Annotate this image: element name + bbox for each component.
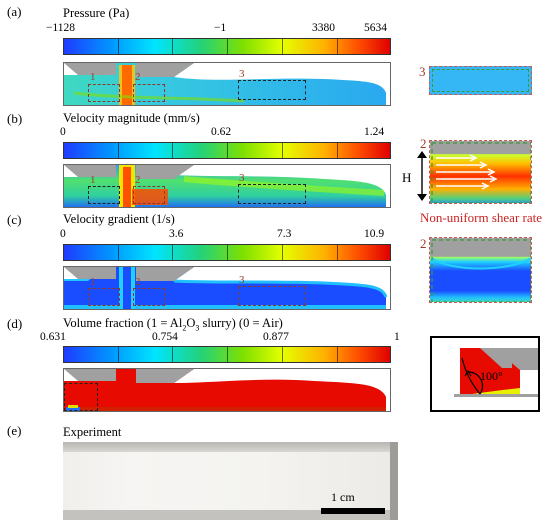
velocity-side-zoom <box>429 140 532 204</box>
scale-bar-label: 1 cm <box>331 490 355 504</box>
pressure-colorbar <box>63 38 391 55</box>
panel-c-tick: 0 <box>60 228 66 240</box>
region-3-number: 3 <box>239 172 245 184</box>
height-symbol: H <box>402 170 412 185</box>
panel-b-label: (b) <box>7 111 23 126</box>
panel-e-title: Experiment <box>63 425 122 439</box>
panel-a-tick: −1 <box>214 22 227 34</box>
side-region-number: 2 <box>420 136 427 151</box>
panel-d-tick: 0.631 <box>40 331 66 343</box>
panel-e-label: (e) <box>7 423 22 438</box>
contact-angle-inset: 100° <box>430 336 540 412</box>
region-2-number: 2 <box>135 174 141 186</box>
experiment-photo: 1 cm <box>63 442 398 520</box>
panel-c-tick: 7.3 <box>277 228 292 240</box>
region-1-number: 1 <box>90 276 96 288</box>
panel-c-label: (c) <box>7 212 22 227</box>
velocity-colorbar <box>63 142 391 159</box>
volume-fraction-field <box>63 368 391 412</box>
region-1-box <box>88 288 120 306</box>
height-arrow-icon <box>417 151 427 201</box>
panel-d-tick: 0.877 <box>263 331 289 343</box>
panel-c-tick: 3.6 <box>169 228 184 240</box>
panel-a-tick: 5634 <box>364 22 387 34</box>
panel-d-tick: 1 <box>394 331 400 343</box>
region-3-box <box>238 286 306 306</box>
shear-rate-annotation: Non-uniform shear rate <box>420 210 543 225</box>
pressure-side-zoom <box>429 66 532 95</box>
region-3-number: 3 <box>239 68 245 80</box>
region-1-number: 1 <box>90 71 96 83</box>
panel-a-label: (a) <box>7 4 22 19</box>
panel-d-label: (d) <box>7 316 23 331</box>
region-3-box <box>238 184 306 204</box>
region-2-box <box>133 288 165 306</box>
side-region-number: 2 <box>420 236 427 251</box>
panel-b-title: Velocity magnitude (mm/s) <box>63 111 200 125</box>
gradient-side-zoom <box>429 237 532 303</box>
region-2-number: 2 <box>135 71 141 83</box>
region-1-number: 1 <box>90 174 96 186</box>
panel-d-tick: 0.754 <box>152 331 178 343</box>
contact-angle-value: 100° <box>480 369 503 383</box>
panel-c-title: Velocity gradient (1/s) <box>63 212 175 226</box>
volume-fraction-colorbar <box>63 346 391 363</box>
panel-b-tick: 0 <box>60 126 66 138</box>
panel-a-tick: 3380 <box>312 22 335 34</box>
region-2-box <box>133 84 165 102</box>
region-2-number: 2 <box>135 276 141 288</box>
side-region-number: 3 <box>419 64 426 79</box>
scale-bar <box>321 508 385 514</box>
region-3-box <box>238 80 306 100</box>
panel-d-title: Volume fraction (1 = Al2O3 slurry) (0 = … <box>63 316 283 333</box>
panel-b-tick: 0.62 <box>211 126 232 138</box>
panel-b-tick: 1.24 <box>364 126 385 138</box>
region-2-box <box>133 186 165 204</box>
panel-c-tick: 10.9 <box>364 228 385 240</box>
contact-line-box <box>64 383 98 411</box>
panel-a-tick: −1128 <box>46 22 76 34</box>
panel-a-title: Pressure (Pa) <box>63 6 130 20</box>
region-1-box <box>88 84 120 102</box>
region-1-box <box>88 186 120 204</box>
region-3-number: 3 <box>239 274 245 286</box>
gradient-colorbar <box>63 244 391 261</box>
